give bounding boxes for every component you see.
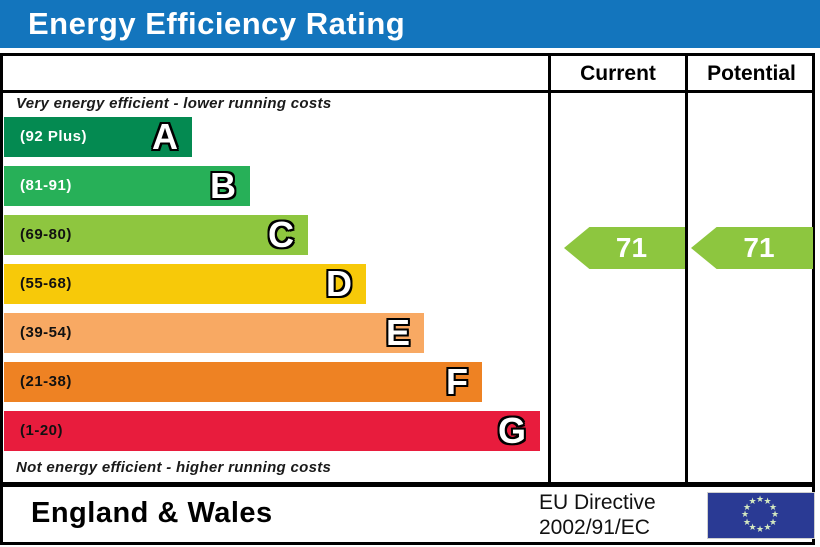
band-range-label: (55-68) (20, 275, 72, 292)
rating-band: (92 Plus) A (4, 117, 192, 157)
rating-band: (1-20) G (4, 411, 540, 451)
band-range-label: (92 Plus) (20, 128, 88, 145)
potential-rating-value: 71 (743, 232, 775, 263)
band-letter: G (497, 410, 526, 451)
column-divider-current (548, 56, 551, 482)
eu-star-icon: ★ (768, 516, 778, 527)
potential-rating-arrow: 71 (691, 227, 813, 269)
rating-band: (21-38) F (4, 362, 482, 402)
eu-star-icon: ★ (755, 524, 765, 534)
band-letter: C (268, 214, 294, 255)
eu-directive-line2: 2002/91/EC (539, 516, 650, 539)
column-header-potential: Potential (707, 61, 796, 85)
current-rating-arrow: 71 (564, 227, 685, 269)
band-range-label: (21-38) (20, 373, 72, 390)
bottom-note: Not energy efficient - higher running co… (16, 459, 332, 476)
band-letter: B (210, 165, 236, 206)
eu-flag-icon: ★ ★ ★ ★ ★ ★ ★ ★ ★ ★ ★ ★ (707, 492, 815, 539)
band-letter: A (152, 116, 178, 157)
eu-star-icon: ★ (748, 521, 757, 532)
column-divider-potential (685, 56, 688, 482)
rating-band: (39-54) E (4, 313, 424, 353)
current-rating-value: 71 (615, 232, 648, 263)
eu-star-icon: ★ (742, 501, 752, 512)
top-note: Very energy efficient - lower running co… (16, 95, 332, 112)
rating-bands: (92 Plus) A (81-91) B (69-80) C (55-68) … (4, 117, 540, 460)
rating-band: (81-91) B (4, 166, 250, 206)
column-header-current: Current (580, 61, 656, 85)
eu-star-icon: ★ (742, 516, 752, 527)
footer-bar: England & Wales EU Directive 2002/91/EC … (0, 484, 815, 545)
band-range-label: (1-20) (20, 422, 64, 439)
band-letter: E (385, 312, 410, 353)
header-row-divider (3, 90, 815, 93)
eu-directive-label: EU Directive 2002/91/EC (539, 490, 656, 540)
band-letter: F (446, 361, 468, 402)
eu-star-icon: ★ (763, 521, 772, 532)
eu-star-icon: ★ (740, 509, 750, 519)
eu-star-icon: ★ (770, 509, 780, 519)
eu-star-icon: ★ (755, 494, 765, 504)
eu-star-icon: ★ (768, 501, 778, 512)
eu-star-icon: ★ (763, 496, 772, 506)
eu-star-icon: ★ (748, 496, 757, 506)
page-title: Energy Efficiency Rating (28, 6, 406, 41)
band-range-label: (81-91) (20, 177, 72, 194)
band-letter: D (326, 263, 352, 304)
rating-band: (55-68) D (4, 264, 366, 304)
eu-directive-line1: EU Directive (539, 491, 656, 514)
band-range-label: (39-54) (20, 324, 72, 341)
rating-band: (69-80) C (4, 215, 308, 255)
title-bar: Energy Efficiency Rating (0, 0, 820, 48)
region-label: England & Wales (31, 497, 273, 529)
band-range-label: (69-80) (20, 226, 72, 243)
